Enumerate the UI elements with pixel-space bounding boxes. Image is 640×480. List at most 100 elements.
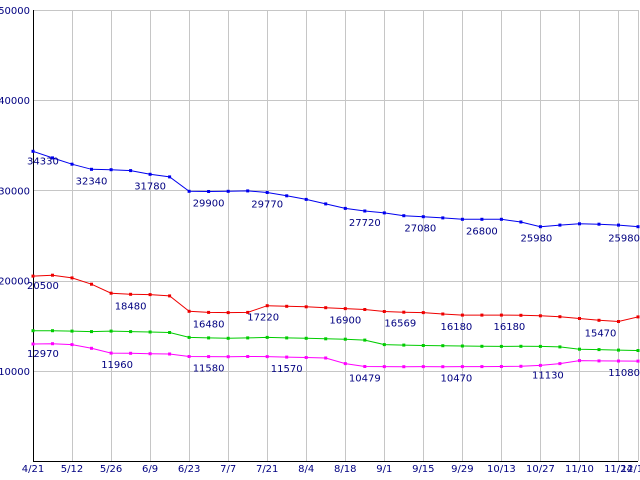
- data-point-marker: [207, 336, 211, 340]
- data-point-marker: [480, 313, 484, 317]
- data-point-marker: [617, 348, 620, 352]
- x-tick-label: 9/15: [412, 464, 434, 475]
- data-point-label: 32340: [76, 176, 108, 187]
- series-line: [32, 150, 639, 228]
- data-point-label: 11570: [271, 364, 303, 375]
- data-point-marker: [226, 355, 230, 359]
- data-point-label: 11080: [608, 368, 640, 379]
- y-tick-label: 50000: [0, 6, 30, 17]
- data-point-marker: [109, 329, 113, 333]
- data-point-marker: [480, 217, 484, 221]
- data-point-marker: [597, 348, 601, 352]
- x-tick-label: 12/1: [621, 464, 640, 475]
- data-point-marker: [343, 337, 347, 341]
- series-blue: 34330 32340 31780 29900 29770 27720 27080 26800…: [27, 149, 640, 245]
- data-point-marker: [460, 365, 464, 369]
- data-point-marker: [460, 344, 464, 348]
- x-tick-label: 5/26: [100, 464, 122, 475]
- data-point-marker: [324, 306, 328, 310]
- x-tick-label: 11/24: [604, 464, 633, 475]
- series-magenta: 12970 11960 11580 11570 10479 10470 11130 11080: [27, 342, 640, 385]
- data-point-marker: [129, 351, 133, 355]
- data-point-label: 17220: [247, 313, 279, 324]
- series-line: [32, 274, 639, 323]
- data-point-label: 25980: [608, 234, 640, 245]
- data-point-marker: [578, 359, 581, 363]
- data-point-marker: [363, 209, 367, 213]
- data-point-marker: [285, 304, 289, 308]
- data-point-label: 27720: [349, 218, 381, 229]
- axis-tick-labels: 10000 20000 30000 40000 50000 4/21 5/12 5/26 6/9…: [0, 6, 640, 475]
- data-point-marker: [246, 355, 250, 358]
- data-point-marker: [129, 330, 133, 334]
- data-point-label: 10479: [349, 374, 381, 385]
- data-point-marker: [519, 313, 523, 317]
- data-point-label: 11580: [193, 364, 225, 375]
- x-tick-label: 9/1: [376, 464, 392, 475]
- data-point-marker: [129, 292, 133, 296]
- data-point-marker: [90, 282, 93, 286]
- data-point-marker: [285, 355, 289, 359]
- series-line: [32, 343, 639, 368]
- x-tick-label: 7/21: [256, 464, 278, 475]
- data-point-marker: [226, 189, 230, 193]
- data-point-marker: [31, 149, 35, 153]
- x-tick-label: 10/13: [487, 464, 516, 475]
- gridlines: [33, 10, 639, 461]
- data-point-marker: [499, 344, 503, 348]
- series-red: 20500 18480 16480 17220 16900 16569 16180 16180…: [27, 273, 640, 340]
- y-tick-label: 10000: [0, 367, 30, 378]
- data-point-marker: [70, 162, 74, 166]
- data-point-marker: [382, 211, 386, 215]
- data-point-marker: [246, 189, 250, 193]
- data-point-marker: [90, 167, 93, 171]
- data-point-marker: [246, 336, 250, 340]
- data-point-label: 16569: [384, 319, 416, 330]
- data-point-marker: [70, 343, 74, 347]
- data-point-marker: [558, 362, 562, 366]
- data-point-marker: [617, 223, 620, 227]
- data-point-label: 27080: [404, 224, 436, 235]
- data-point-marker: [109, 351, 113, 355]
- data-point-marker: [578, 347, 581, 351]
- data-point-marker: [363, 365, 367, 368]
- data-point-label: 26800: [466, 226, 498, 237]
- data-point-marker: [402, 343, 406, 347]
- data-point-label: 16180: [493, 322, 525, 333]
- data-point-marker: [187, 335, 191, 339]
- data-point-marker: [148, 172, 152, 176]
- data-point-marker: [109, 168, 113, 172]
- data-point-marker: [304, 336, 308, 340]
- data-point-label: 16480: [193, 319, 225, 330]
- data-point-label: 29770: [251, 200, 283, 211]
- data-point-marker: [519, 220, 523, 224]
- data-point-marker: [265, 335, 269, 339]
- data-point-marker: [109, 291, 113, 295]
- data-point-marker: [187, 189, 191, 193]
- data-point-marker: [499, 313, 503, 317]
- data-point-marker: [538, 314, 542, 318]
- data-point-marker: [480, 344, 484, 348]
- data-point-marker: [499, 217, 503, 221]
- data-point-label: 25980: [520, 234, 552, 245]
- data-point-marker: [363, 308, 367, 311]
- data-point-marker: [90, 346, 93, 350]
- y-tick-label: 20000: [0, 277, 30, 288]
- data-point-marker: [519, 364, 523, 368]
- data-point-marker: [578, 222, 581, 226]
- data-point-marker: [636, 315, 640, 319]
- x-tick-label: 8/4: [298, 464, 314, 475]
- data-point-marker: [597, 222, 601, 226]
- data-point-marker: [324, 202, 328, 206]
- data-point-marker: [636, 359, 640, 363]
- data-point-marker: [168, 352, 172, 356]
- data-point-label: 29900: [193, 199, 225, 210]
- data-point-marker: [31, 342, 35, 346]
- data-point-marker: [168, 331, 172, 334]
- data-point-label: 16180: [440, 322, 472, 333]
- data-point-label: 11960: [101, 360, 133, 371]
- data-point-marker: [31, 274, 35, 278]
- data-point-marker: [285, 194, 289, 198]
- data-point-marker: [51, 156, 54, 160]
